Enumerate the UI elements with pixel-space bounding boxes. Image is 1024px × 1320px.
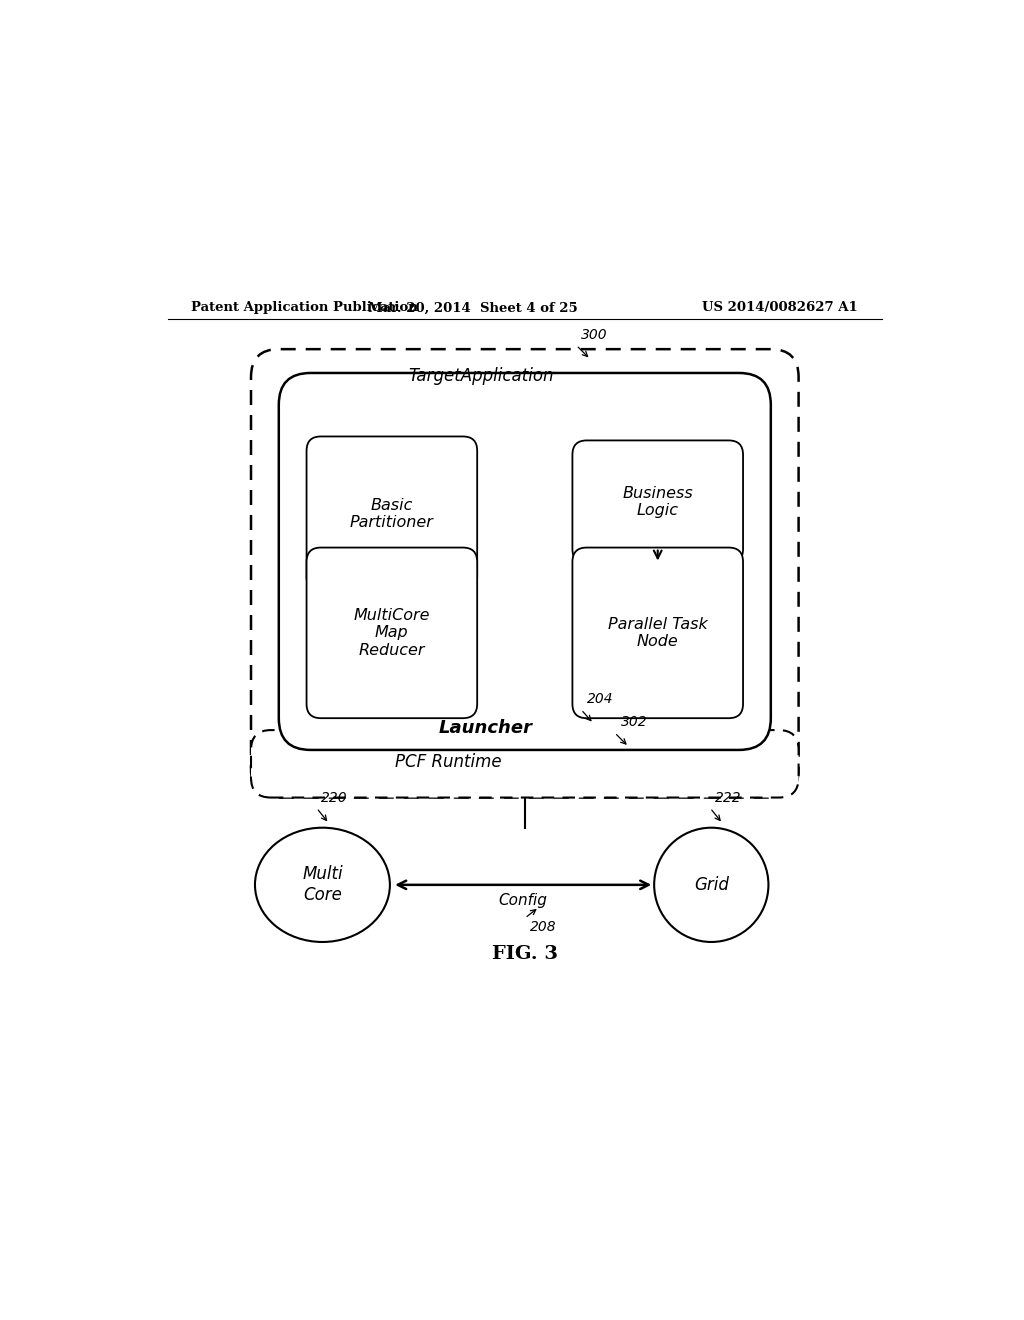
Text: 220: 220 — [322, 792, 348, 805]
Text: PCF Runtime: PCF Runtime — [395, 754, 502, 771]
Text: 222: 222 — [715, 792, 741, 805]
Text: FIG. 3: FIG. 3 — [492, 945, 558, 962]
Text: 208: 208 — [529, 920, 556, 933]
Text: Config: Config — [499, 892, 548, 908]
Text: Patent Application Publication: Patent Application Publication — [191, 301, 418, 314]
FancyBboxPatch shape — [306, 548, 477, 718]
Ellipse shape — [654, 828, 768, 942]
Text: Launcher: Launcher — [438, 718, 532, 737]
Text: 300: 300 — [581, 327, 607, 342]
FancyBboxPatch shape — [572, 548, 743, 718]
Text: Multi
Core: Multi Core — [302, 866, 343, 904]
Text: MultiCore
Map
Reducer: MultiCore Map Reducer — [353, 609, 430, 657]
FancyBboxPatch shape — [251, 350, 799, 797]
Text: Mar. 20, 2014  Sheet 4 of 25: Mar. 20, 2014 Sheet 4 of 25 — [369, 301, 579, 314]
Text: Basic
Partitioner: Basic Partitioner — [350, 498, 434, 531]
Text: US 2014/0082627 A1: US 2014/0082627 A1 — [702, 301, 858, 314]
Text: Business
Logic: Business Logic — [623, 486, 693, 519]
FancyBboxPatch shape — [572, 441, 743, 564]
Text: 204: 204 — [588, 692, 614, 706]
Text: 302: 302 — [621, 715, 647, 730]
Text: Grid: Grid — [694, 876, 729, 894]
Text: TargetApplication: TargetApplication — [409, 367, 554, 384]
FancyBboxPatch shape — [251, 730, 799, 797]
Text: Parallel Task
Node: Parallel Task Node — [608, 616, 708, 649]
FancyBboxPatch shape — [306, 437, 477, 591]
Ellipse shape — [255, 828, 390, 942]
FancyBboxPatch shape — [279, 374, 771, 750]
